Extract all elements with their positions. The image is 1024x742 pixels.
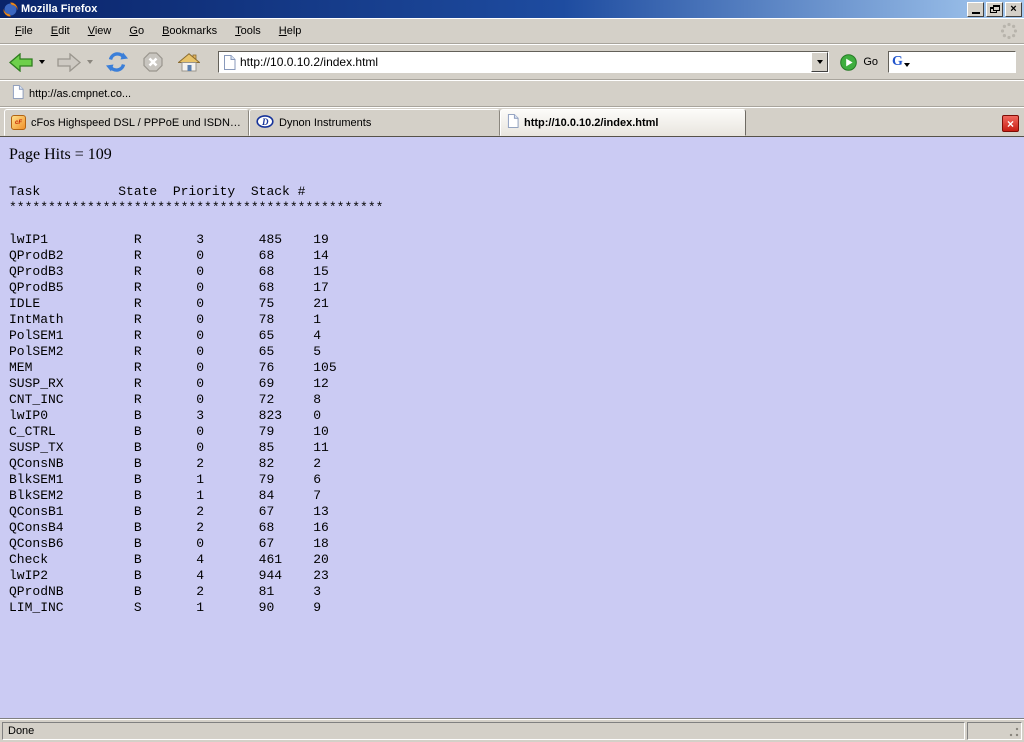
reload-icon [106,52,128,72]
bookmarks-toolbar: http://as.cmpnet.co... [0,80,1024,107]
cfos-icon: cF [11,115,26,130]
menu-item-file[interactable]: File [15,25,33,37]
status-panel: Done [2,722,965,740]
status-bar: Done [0,718,1024,742]
tab-label: Dynon Instruments [279,116,372,129]
menu-bar: File Edit View Go Bookmarks Tools Help [0,18,1024,44]
page-content: Page Hits = 109 Task State Priority Stac… [0,137,1024,718]
tab-1[interactable]: cF cFos Highspeed DSL / PPPoE und ISDN CA… [4,109,249,136]
home-icon [178,52,200,71]
home-button[interactable] [174,48,204,76]
forward-dropdown-button[interactable] [84,48,96,76]
tab-3[interactable]: http://10.0.10.2/index.html [500,109,746,136]
minimize-button[interactable] [967,1,984,17]
tab-bar: cF cFos Highspeed DSL / PPPoE und ISDN CA… [0,107,1024,137]
title-bar: Mozilla Firefox × [0,0,1024,18]
tabs: cF cFos Highspeed DSL / PPPoE und ISDN CA… [4,109,746,136]
restore-icon [989,4,1000,14]
google-icon: G [892,54,903,69]
chevron-down-icon [816,60,823,64]
menu-item-view[interactable]: View [87,25,112,37]
search-bar[interactable]: G [888,51,1016,73]
forward-button[interactable] [54,48,84,76]
menu-items: File Edit View Go Bookmarks Tools Help [6,22,998,40]
close-button[interactable]: × [1005,1,1022,17]
tab-label: cFos Highspeed DSL / PPPoE und ISDN CAP.… [31,116,242,129]
back-button[interactable] [6,48,36,76]
go-icon [840,53,858,71]
status-right-panel [967,722,1022,740]
search-input[interactable] [911,54,1013,70]
reload-button[interactable] [102,48,132,76]
restore-button[interactable] [986,1,1003,17]
menu-item-bookmarks[interactable]: Bookmarks [162,25,218,37]
navigation-toolbar: Go G [0,44,1024,80]
resize-grip[interactable] [1008,726,1020,738]
stop-icon [143,52,163,72]
svg-text:D: D [261,117,269,127]
bookmark-label: http://as.cmpnet.co... [29,87,132,100]
url-bar[interactable] [218,51,830,73]
task-table: Task State Priority Stack # ************… [9,184,384,615]
bookmark-item[interactable]: http://as.cmpnet.co... [6,83,137,104]
dynon-icon: D [256,114,274,131]
chevron-down-icon [87,60,93,64]
tab-2[interactable]: D Dynon Instruments [249,109,500,136]
close-tab-button[interactable]: × [1002,115,1019,132]
back-dropdown-button[interactable] [36,48,48,76]
url-dropdown-button[interactable] [811,52,829,72]
url-input[interactable] [240,53,812,71]
go-label: Go [863,56,878,68]
menu-item-edit[interactable]: Edit [50,25,70,37]
tab-label: http://10.0.10.2/index.html [524,116,659,129]
status-text: Done [8,725,35,737]
forward-icon [57,52,81,72]
page-icon [223,54,236,70]
menu-item-go[interactable]: Go [129,25,145,37]
page-hits-text: Page Hits = 109 [9,146,112,163]
chevron-down-icon [39,60,45,64]
chevron-down-icon[interactable] [903,63,910,67]
menu-item-tools[interactable]: Tools [235,25,261,37]
page-icon [507,114,519,131]
throbber-icon [998,20,1020,42]
firefox-logo-icon [3,1,18,17]
page-icon [12,85,24,102]
window-title: Mozilla Firefox [21,3,98,15]
window-controls: × [967,1,1022,17]
minimize-icon [971,11,980,14]
go-button[interactable]: Go [836,52,882,73]
menu-item-help[interactable]: Help [278,25,302,37]
back-icon [9,52,33,72]
stop-button[interactable] [138,48,168,76]
